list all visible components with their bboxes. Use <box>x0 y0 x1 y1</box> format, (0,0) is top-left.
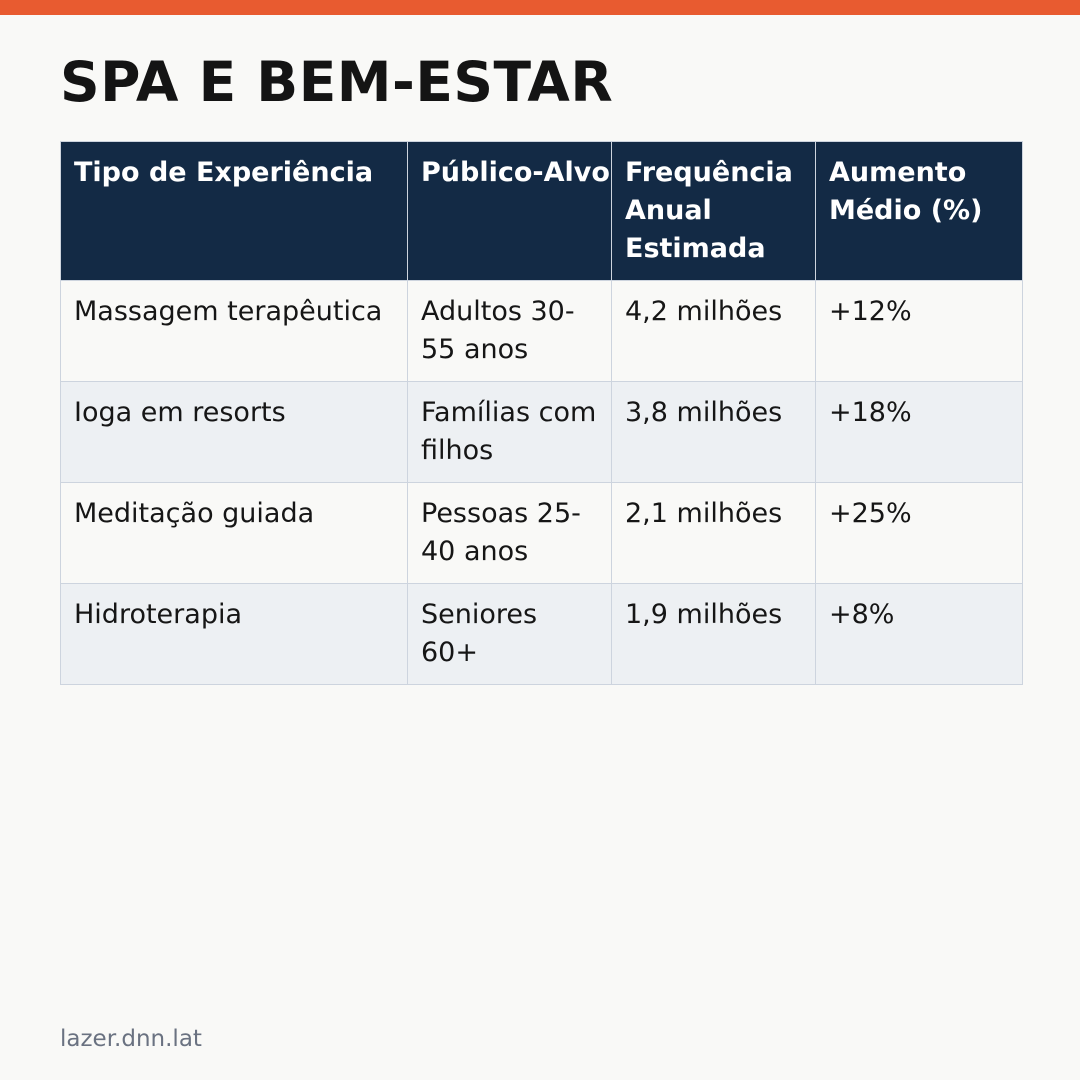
table-row: Ioga em resorts Famílias com filhos 3,8 … <box>60 381 1023 483</box>
table-row: Hidroterapia Seniores 60+ 1,9 milhões +8… <box>60 583 1023 685</box>
cell-target-audience: Pessoas 25-40 anos <box>407 482 612 584</box>
data-table: Tipo de Experiência Público-Alvo Frequên… <box>60 141 1023 685</box>
cell-experience-type: Hidroterapia <box>60 583 408 685</box>
cell-target-audience: Adultos 30-55 anos <box>407 280 612 382</box>
table-row: Meditação guiada Pessoas 25-40 anos 2,1 … <box>60 482 1023 584</box>
table-row: Massagem terapêutica Adultos 30-55 anos … <box>60 280 1023 382</box>
cell-experience-type: Meditação guiada <box>60 482 408 584</box>
page-title: SPA E BEM-ESTAR <box>60 50 614 114</box>
cell-average-increase: +18% <box>815 381 1023 483</box>
column-header-average-increase: Aumento Médio (%) <box>815 141 1023 281</box>
cell-experience-type: Massagem terapêutica <box>60 280 408 382</box>
cell-annual-frequency: 4,2 milhões <box>611 280 816 382</box>
cell-annual-frequency: 3,8 milhões <box>611 381 816 483</box>
cell-experience-type: Ioga em resorts <box>60 381 408 483</box>
cell-average-increase: +12% <box>815 280 1023 382</box>
column-header-target-audience: Público-Alvo <box>407 141 612 281</box>
cell-annual-frequency: 1,9 milhões <box>611 583 816 685</box>
footer-source: lazer.dnn.lat <box>60 1026 202 1052</box>
column-header-annual-frequency: Frequência Anual Estimada <box>611 141 816 281</box>
table-header-row: Tipo de Experiência Público-Alvo Frequên… <box>60 141 1023 281</box>
cell-target-audience: Famílias com filhos <box>407 381 612 483</box>
column-header-experience-type: Tipo de Experiência <box>60 141 408 281</box>
cell-annual-frequency: 2,1 milhões <box>611 482 816 584</box>
accent-bar <box>0 0 1080 15</box>
cell-average-increase: +8% <box>815 583 1023 685</box>
cell-average-increase: +25% <box>815 482 1023 584</box>
cell-target-audience: Seniores 60+ <box>407 583 612 685</box>
